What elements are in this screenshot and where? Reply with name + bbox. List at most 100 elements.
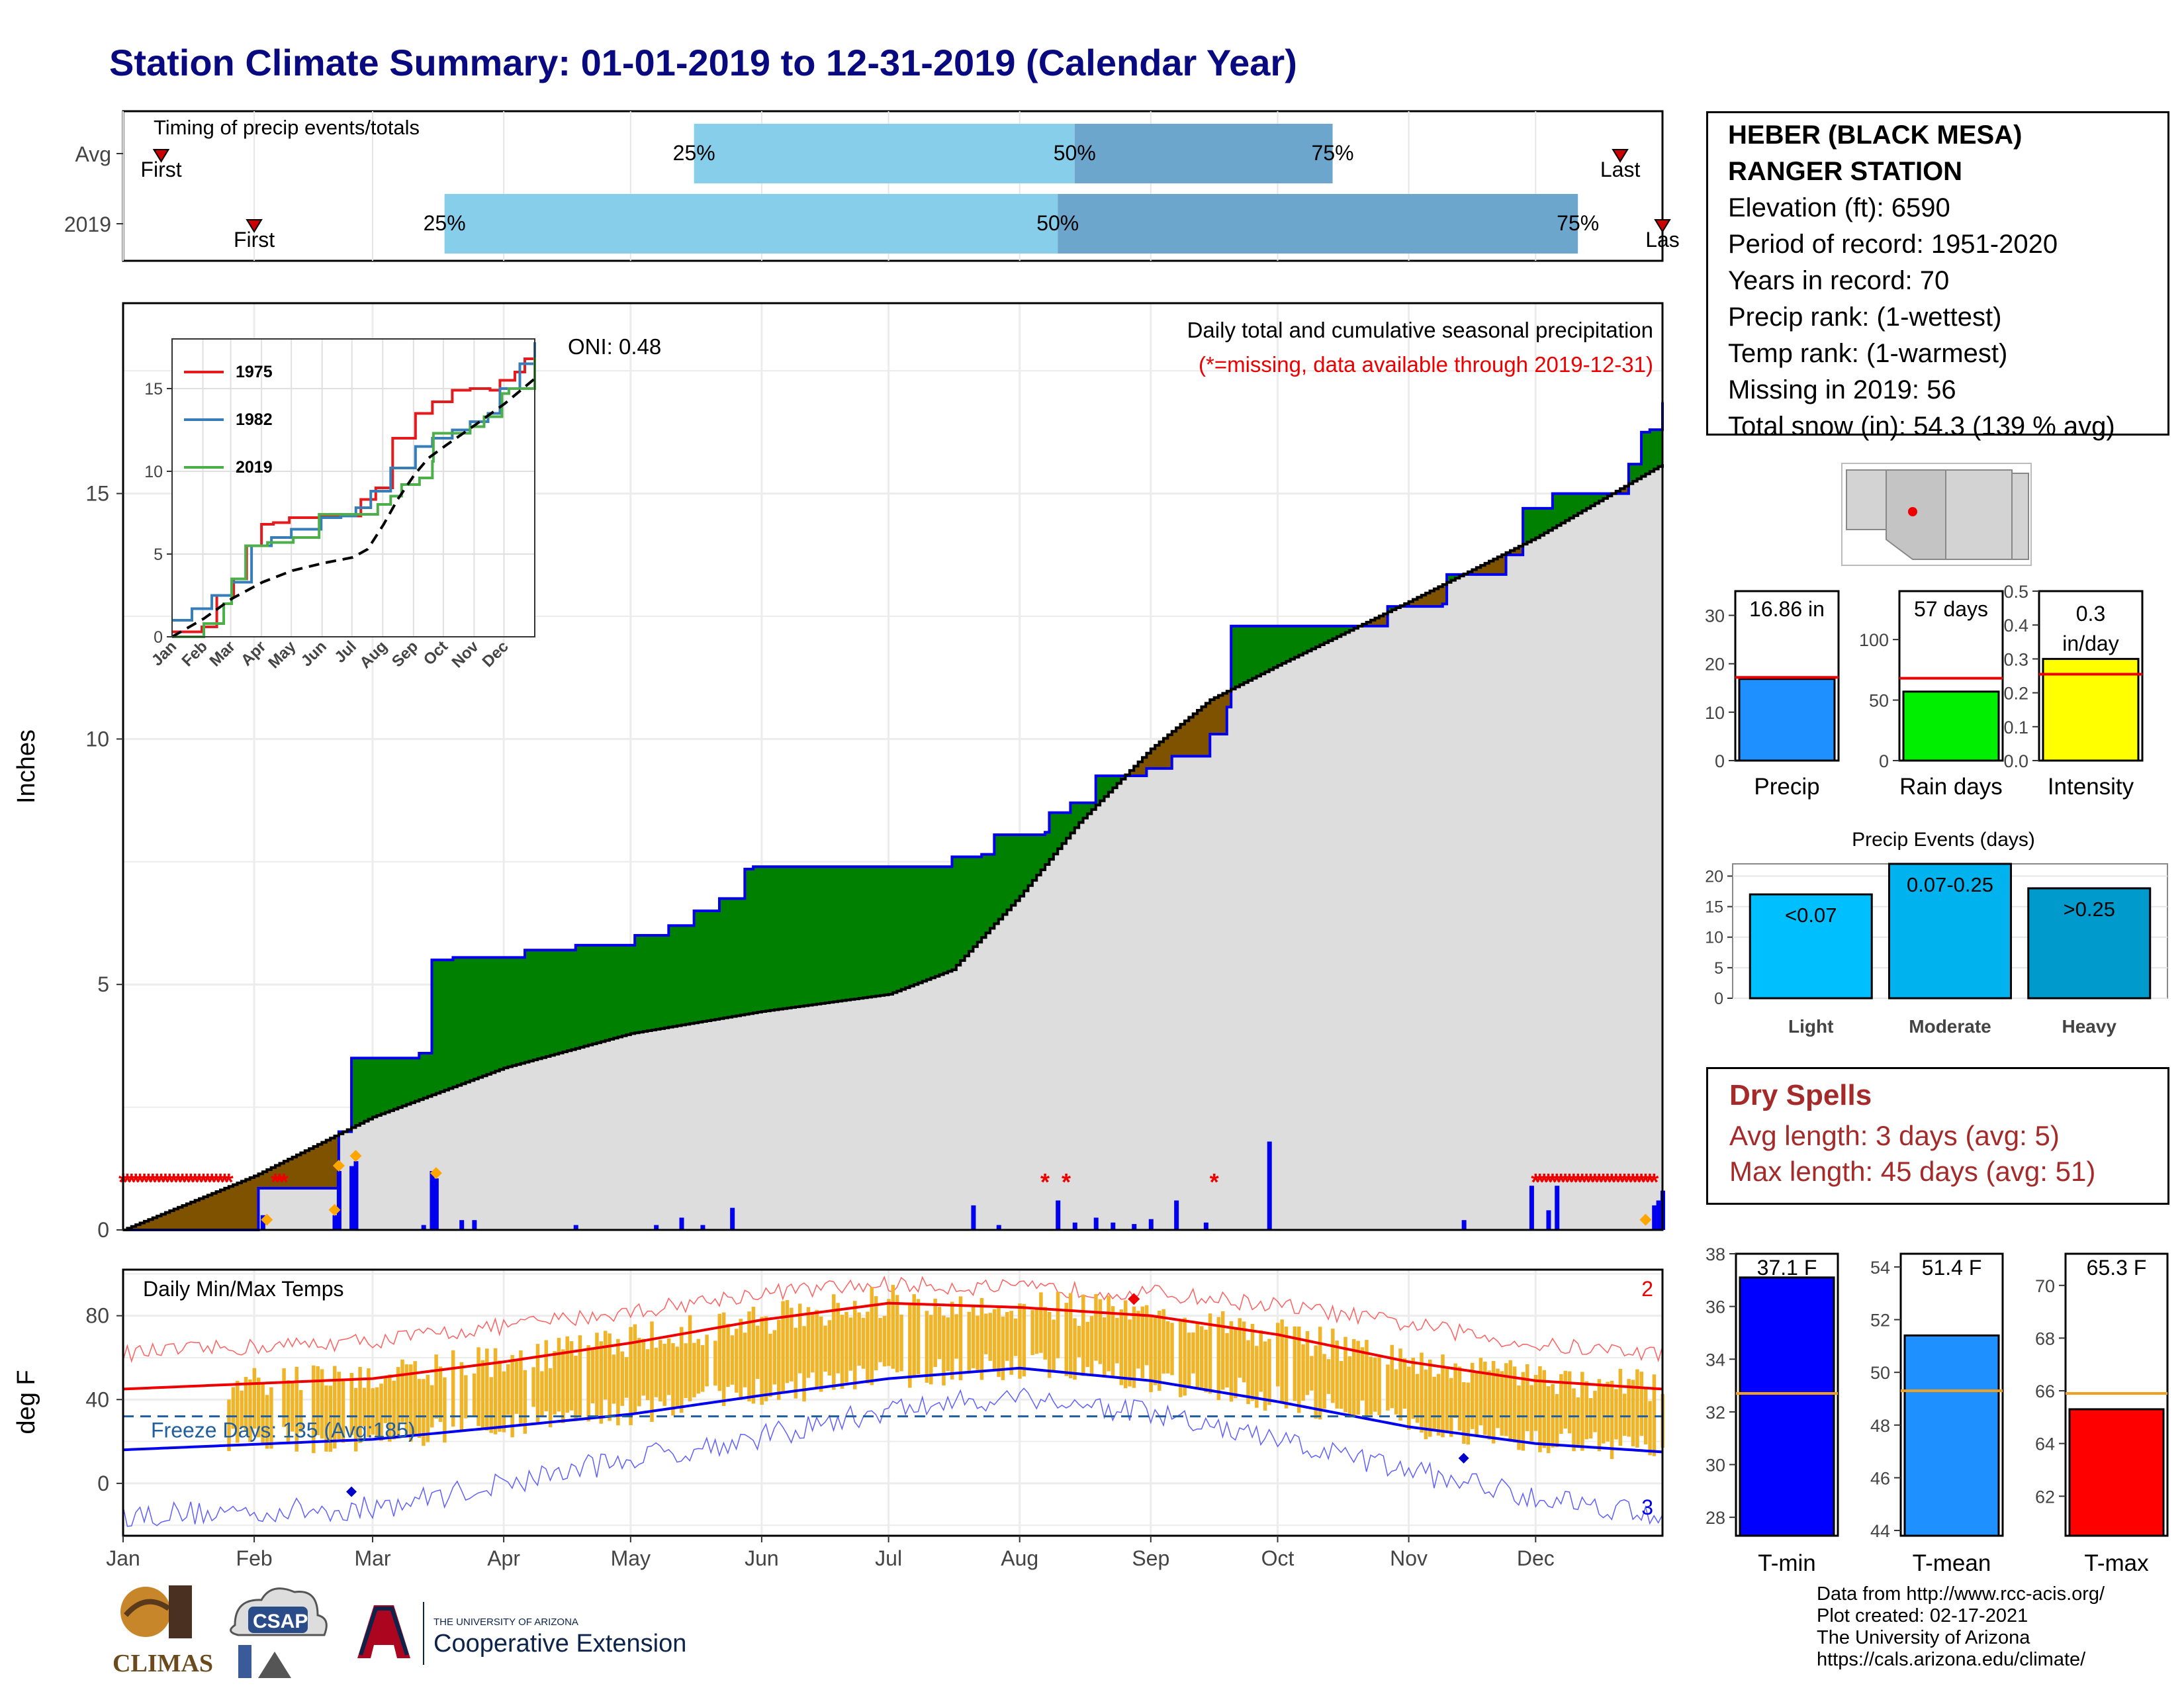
precip-above-normal-slice: [596, 945, 602, 1043]
precip-below-normal-slice: [1514, 548, 1520, 555]
temp-daily-bar: [836, 1303, 840, 1374]
temp-daily-bar: [659, 1340, 662, 1402]
station-temp-rank: Temp rank: (1-warmest): [1728, 339, 2008, 368]
precip-below-normal-slice: [1375, 618, 1380, 626]
precip-above-normal-slice: [893, 867, 897, 993]
rain_days-y-tick-label: 0: [1879, 751, 1889, 771]
precip-above-normal-slice: [927, 867, 932, 980]
precip-daily-bar: [349, 1166, 355, 1230]
precip-missing-marker: *: [186, 1168, 195, 1196]
precip_total-value-label: 16.86 in: [1749, 597, 1825, 621]
precip-above-normal-slice: [465, 957, 471, 1082]
precip-above-normal-slice: [973, 857, 978, 947]
temp-daily-bar: [1428, 1359, 1432, 1437]
precip-missing-marker: *: [275, 1168, 284, 1196]
temp-daily-bar: [472, 1373, 477, 1416]
intensity-value-label: 0.3: [2076, 602, 2105, 626]
precip-above-normal-slice: [643, 935, 648, 1032]
precip-above-normal-slice: [630, 945, 635, 1034]
temp-record-min-line: [122, 1387, 1663, 1527]
precip-below-normal-slice: [182, 1205, 187, 1230]
oni-label: ONI: 0.48: [568, 334, 661, 359]
precip-below-normal-slice: [195, 1200, 200, 1230]
precip-above-normal-slice: [1302, 626, 1308, 653]
precip-below-normal-slice: [1433, 588, 1439, 607]
precip-above-normal-slice: [406, 1058, 412, 1105]
precip-above-normal-slice: [901, 867, 906, 990]
temp-daily-bar: [1588, 1398, 1593, 1439]
precip-above-normal-slice: [567, 950, 572, 1051]
precip-below-normal-slice: [136, 1225, 141, 1230]
precip-missing-marker: *: [212, 1168, 221, 1196]
precip-above-normal-slice: [1087, 802, 1092, 814]
precip-below-normal-slice: [1214, 697, 1219, 734]
precip-above-normal-slice: [1548, 508, 1553, 531]
precip-missing-marker: *: [220, 1168, 229, 1196]
precip-missing-marker: *: [131, 1168, 140, 1196]
precip-below-normal-slice: [1189, 717, 1194, 757]
temp-daily-bar: [1297, 1327, 1301, 1413]
precip-above-normal-slice: [977, 857, 982, 943]
temp-daily-bar: [1432, 1376, 1436, 1429]
temp-y-tick-label: 40: [85, 1387, 109, 1411]
precip-missing-marker: *: [1619, 1168, 1629, 1196]
temp-daily-bar: [1525, 1364, 1529, 1431]
temp-daily-bar: [1517, 1385, 1521, 1450]
temp-daily-bar: [353, 1387, 358, 1452]
precip-missing-marker: *: [1573, 1168, 1582, 1196]
tmean-y-tick-label: 44: [1870, 1521, 1890, 1541]
temp-daily-bar: [1153, 1317, 1158, 1385]
precip-above-normal-slice: [1032, 834, 1037, 880]
temp-daily-bar: [1436, 1374, 1441, 1436]
precip-above-normal-slice: [529, 950, 534, 1061]
temp-daily-bar: [574, 1356, 578, 1421]
temp-daily-bar: [946, 1317, 950, 1372]
precip-above-normal-slice: [1113, 776, 1118, 788]
temp-daily-bar: [480, 1360, 485, 1428]
temp-x-tick-label: May: [611, 1546, 651, 1570]
temp-daily-bar: [1089, 1316, 1094, 1376]
precip-above-normal-slice: [435, 960, 441, 1094]
temp-daily-bar: [925, 1311, 929, 1383]
precip-above-normal-slice: [948, 867, 953, 972]
precip-above-normal-slice: [1328, 626, 1334, 641]
temp-daily-bar: [1276, 1323, 1280, 1387]
temp-daily-bar: [485, 1348, 489, 1430]
temp-daily-bar: [1064, 1303, 1068, 1376]
temp-daily-bar: [933, 1298, 937, 1367]
precip-missing-marker: *: [165, 1168, 174, 1196]
temp-record-high-marker: [1128, 1293, 1140, 1305]
temp-daily-bar: [557, 1338, 561, 1412]
ua-extension: Cooperative Extension: [433, 1630, 686, 1658]
temp-daily-bar: [1602, 1386, 1606, 1444]
precip-daily-bar: [1093, 1217, 1099, 1230]
precip-below-normal-slice: [326, 1140, 331, 1188]
precip-above-normal-slice: [969, 857, 974, 952]
events-bar-label: <0.07: [1785, 904, 1837, 927]
precip-below-normal-slice: [1134, 766, 1139, 776]
precip-above-normal-slice: [1104, 776, 1109, 797]
precip-daily-bar: [1656, 1200, 1661, 1230]
precip-above-normal-slice: [994, 834, 999, 924]
temp-daily-bar: [1242, 1321, 1246, 1383]
precip-below-normal-slice: [1438, 586, 1443, 607]
temp-daily-bar: [870, 1287, 874, 1385]
precip-above-normal-slice: [428, 1053, 433, 1097]
precip-missing-marker: *: [1645, 1168, 1655, 1196]
precip-missing-marker: *: [1539, 1168, 1549, 1196]
temp-daily-bar: [1639, 1372, 1644, 1436]
credits-data-source: Data from http://www.rcc-acis.org/: [1817, 1583, 2105, 1605]
precip-above-normal-slice: [706, 910, 711, 1021]
precip-missing-marker: *: [1637, 1168, 1646, 1196]
temp-daily-bar: [367, 1368, 371, 1437]
temp-daily-bar: [1238, 1318, 1242, 1378]
precip-above-normal-slice: [1349, 626, 1355, 631]
temp-daily-bar: [679, 1327, 684, 1413]
temp-daily-bar: [1352, 1338, 1356, 1417]
precip-missing-marker: *: [152, 1168, 161, 1196]
temp-daily-bar: [1115, 1317, 1119, 1364]
events-bar: [1749, 893, 1873, 1000]
precip-above-normal-slice: [685, 925, 690, 1025]
intensity-x-label: Intensity: [2048, 774, 2134, 800]
temp-daily-bar: [1483, 1362, 1487, 1435]
